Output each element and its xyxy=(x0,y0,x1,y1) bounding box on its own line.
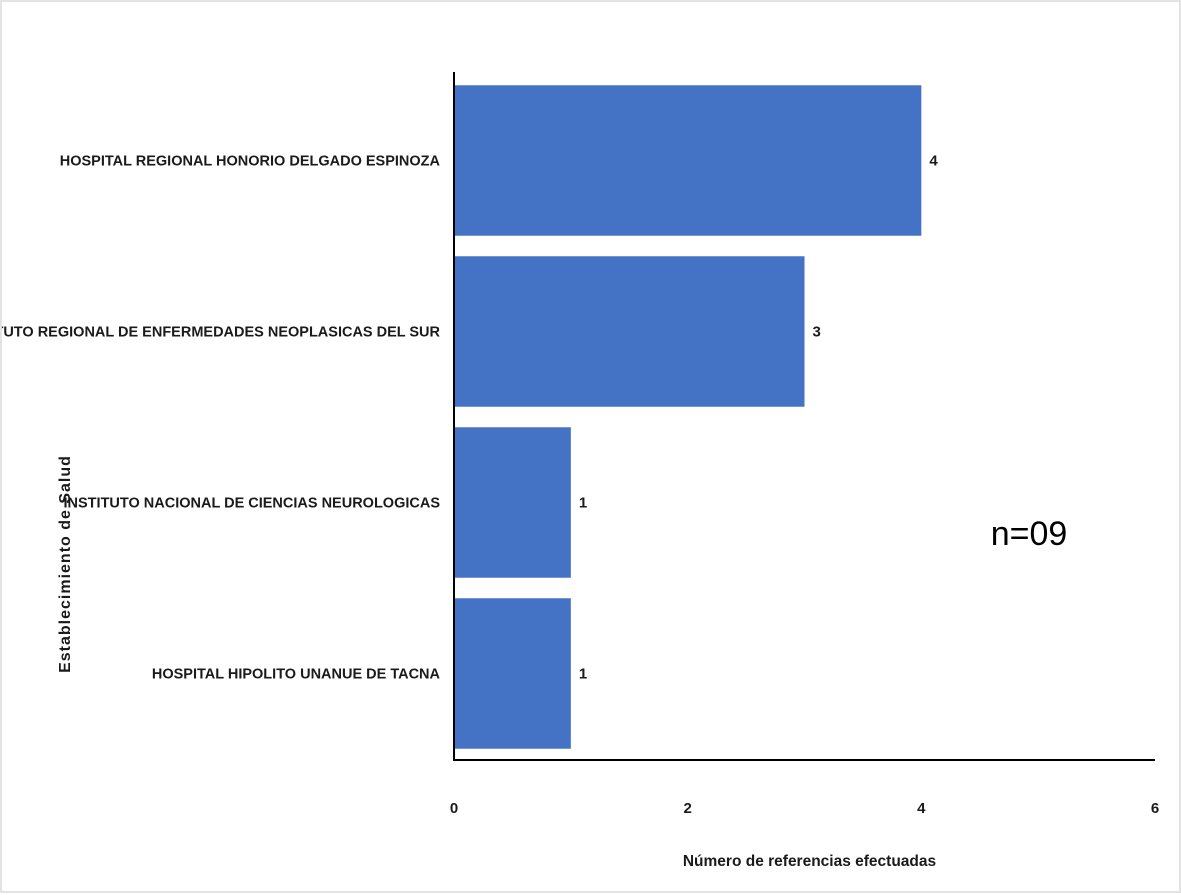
x-tick-labels-group: 0 2 4 6 xyxy=(450,800,1159,817)
bar xyxy=(454,85,922,236)
bar xyxy=(454,256,805,407)
bar xyxy=(454,427,571,578)
data-labels-group: 4 3 1 1 xyxy=(579,153,939,683)
category-label: INSTITUTO NACIONAL DE CIENCIAS NEUROLOGI… xyxy=(64,496,441,512)
data-label: 4 xyxy=(929,153,938,170)
category-labels-group: HOSPITAL REGIONAL HONORIO DELGADO ESPINO… xyxy=(2,154,441,683)
x-tick-label: 2 xyxy=(683,800,691,817)
category-label: INSTITUTO REGIONAL DE ENFERMEDADES NEOPL… xyxy=(2,325,441,341)
x-tick-label: 0 xyxy=(450,800,458,817)
bars-group xyxy=(454,85,922,749)
x-axis-title: Número de referencias efectuadas xyxy=(683,853,936,870)
data-label: 1 xyxy=(579,495,587,512)
data-label: 3 xyxy=(813,324,821,341)
data-label: 1 xyxy=(579,666,587,683)
sample-size-annotation: n=09 xyxy=(991,515,1068,553)
bar xyxy=(454,598,571,749)
x-tick-label: 6 xyxy=(1151,800,1159,817)
x-tick-label: 4 xyxy=(917,800,926,817)
category-label: HOSPITAL HIPOLITO UNANUE DE TACNA xyxy=(152,667,441,683)
y-axis-title: Establecimiento de Salud xyxy=(57,455,74,673)
category-label: HOSPITAL REGIONAL HONORIO DELGADO ESPINO… xyxy=(60,154,441,170)
